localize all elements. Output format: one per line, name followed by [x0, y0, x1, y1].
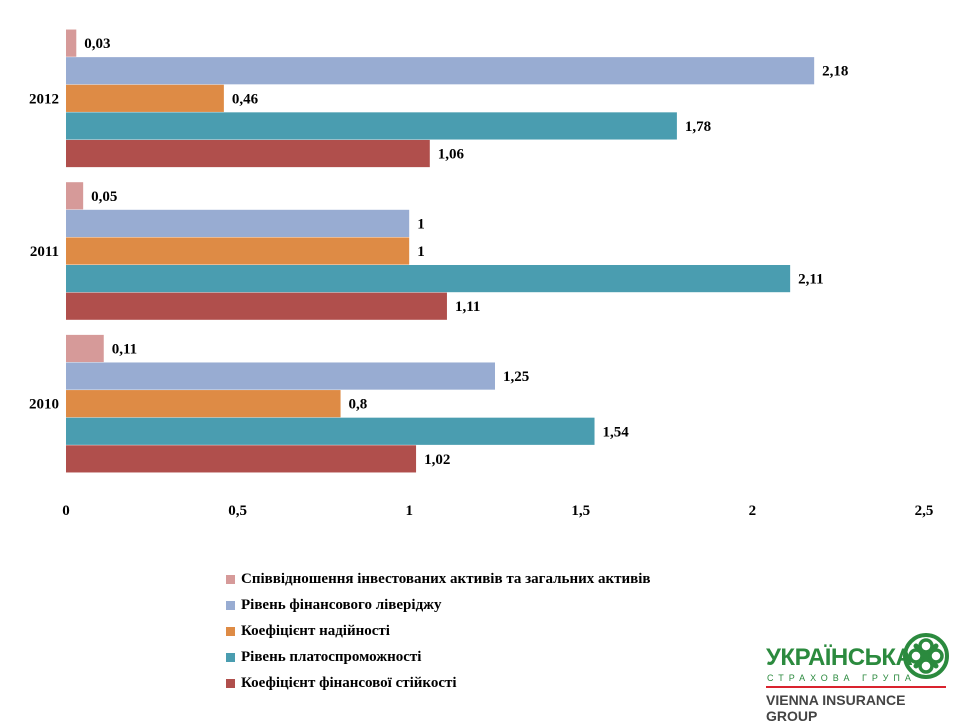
category-label: 2011	[30, 244, 59, 260]
bar	[66, 417, 595, 445]
knot-emblem-icon	[903, 633, 949, 679]
legend-item: Рівень фінансового ліверіджу	[226, 592, 651, 618]
legend-swatch	[226, 574, 235, 584]
legend-item: Співвідношення інвестованих активів та з…	[226, 566, 651, 592]
data-label: 1,25	[503, 369, 529, 385]
data-label: 0,05	[91, 189, 117, 205]
bar-chart: 1,021,540,81,250,1120101,112,11110,05201…	[29, 29, 934, 519]
bar	[66, 29, 77, 57]
data-label: 1	[417, 244, 425, 260]
bar	[66, 362, 495, 390]
legend-item: Коефіцієнт надійності	[226, 618, 651, 644]
data-label: 0,03	[84, 36, 110, 52]
legend-label: Коефіцієнт фінансової стійкості	[241, 674, 457, 691]
logo-subtitle: СТРАХОВА ГРУПА	[767, 673, 916, 683]
bar	[66, 334, 104, 363]
x-tick-label: 2,5	[915, 503, 934, 519]
data-label: 0,46	[232, 91, 259, 107]
logo-title: УКРАЇНСЬКА	[766, 644, 913, 671]
bar	[66, 112, 677, 140]
bar	[66, 390, 341, 418]
data-label: 1,11	[455, 299, 480, 315]
category-label: 2010	[29, 397, 59, 413]
bar	[66, 182, 84, 210]
data-label: 0,8	[349, 397, 368, 413]
data-label: 2,18	[822, 64, 848, 80]
data-label: 1	[417, 216, 425, 232]
data-label: 2,11	[798, 272, 823, 288]
legend-swatch	[226, 626, 235, 636]
bar	[66, 84, 224, 112]
bar	[66, 139, 430, 168]
legend-label: Рівень платоспроможності	[241, 648, 422, 665]
data-label: 1,06	[438, 147, 465, 163]
legend-label: Співвідношення інвестованих активів та з…	[241, 570, 651, 587]
x-tick-label: 1,5	[571, 503, 590, 519]
legend-label: Коефіцієнт надійності	[241, 622, 390, 639]
x-tick-label: 2	[749, 503, 757, 519]
x-tick-label: 1	[405, 503, 413, 519]
bar	[66, 57, 815, 85]
legend-item: Коефіцієнт фінансової стійкості	[226, 670, 651, 696]
legend-swatch	[226, 678, 235, 688]
data-label: 0,11	[112, 341, 137, 357]
legend-swatch	[226, 600, 235, 610]
bar	[66, 209, 410, 237]
bar	[66, 445, 417, 473]
data-label: 1,02	[424, 452, 450, 468]
data-label: 1,54	[603, 424, 630, 440]
logo-divider	[766, 686, 946, 688]
legend-label: Рівень фінансового ліверіджу	[241, 596, 442, 613]
legend-swatch	[226, 652, 235, 662]
legend-item: Рівень платоспроможності	[226, 644, 651, 670]
category-label: 2012	[29, 91, 59, 107]
bar	[66, 265, 791, 293]
bar	[66, 237, 410, 265]
x-tick-label: 0,5	[228, 503, 247, 519]
x-tick-label: 0	[62, 503, 70, 519]
data-label: 1,78	[685, 119, 711, 135]
bar	[66, 292, 447, 320]
logo-group-name: VIENNA INSURANCE GROUP	[766, 692, 906, 724]
company-logo: УКРАЇНСЬКА СТРАХОВА ГРУПА VIENNA INSURAN…	[766, 630, 952, 724]
chart-legend: Співвідношення інвестованих активів та з…	[226, 566, 651, 696]
